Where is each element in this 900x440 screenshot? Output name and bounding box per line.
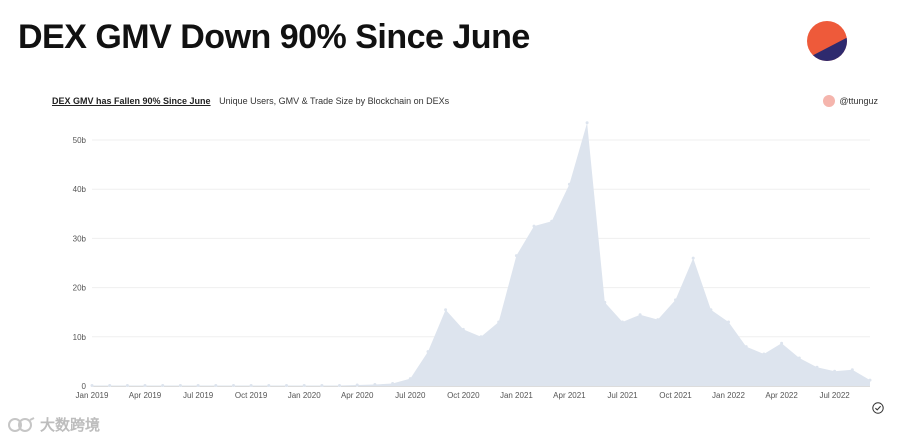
author-handle: @ttunguz xyxy=(839,96,878,106)
data-point[interactable] xyxy=(762,352,766,356)
data-point[interactable] xyxy=(196,384,200,387)
data-point[interactable] xyxy=(302,384,306,387)
author-tag: @ttunguz xyxy=(823,95,878,107)
data-point[interactable] xyxy=(780,341,784,345)
data-point[interactable] xyxy=(285,384,288,387)
data-point[interactable] xyxy=(709,308,713,312)
data-point[interactable] xyxy=(320,384,324,387)
data-point[interactable] xyxy=(143,384,147,387)
x-tick-label: Oct 2021 xyxy=(659,391,692,400)
x-tick-label: Jan 2021 xyxy=(500,391,533,400)
data-point[interactable] xyxy=(444,308,448,312)
data-point[interactable] xyxy=(674,298,677,302)
x-tick-label: Jan 2022 xyxy=(712,391,745,400)
x-tick-label: Jan 2019 xyxy=(76,391,109,400)
data-point[interactable] xyxy=(178,384,182,387)
data-point[interactable] xyxy=(833,369,837,373)
data-point[interactable] xyxy=(408,377,412,381)
data-point[interactable] xyxy=(249,384,253,387)
data-point[interactable] xyxy=(532,224,536,228)
data-point[interactable] xyxy=(161,384,165,387)
data-point[interactable] xyxy=(691,256,695,260)
watermark-text: 大数跨境 xyxy=(40,416,101,434)
x-axis: Jan 2019 Apr 2019 Jul 2019 Oct 2019 Jan 2020… xyxy=(76,391,851,400)
data-point[interactable] xyxy=(214,384,218,387)
data-point[interactable] xyxy=(373,383,377,386)
chart-subtitle: Unique Users, GMV & Trade Size by Blockc… xyxy=(219,96,450,106)
data-point[interactable] xyxy=(461,327,465,331)
data-point[interactable] xyxy=(338,384,341,387)
data-point[interactable] xyxy=(815,365,819,369)
y-tick-label: 10b xyxy=(73,333,87,342)
data-point[interactable] xyxy=(797,356,801,360)
x-tick-label: Jul 2022 xyxy=(819,391,850,400)
data-point[interactable] xyxy=(232,384,235,387)
gmv-area-series[interactable] xyxy=(92,122,870,387)
data-point[interactable] xyxy=(108,384,112,387)
data-point[interactable] xyxy=(125,384,129,387)
x-tick-label: Oct 2020 xyxy=(447,391,480,400)
data-point[interactable] xyxy=(479,335,483,339)
data-point[interactable] xyxy=(727,320,730,324)
data-point[interactable] xyxy=(638,313,642,317)
x-tick-label: Jul 2020 xyxy=(395,391,426,400)
data-point[interactable] xyxy=(90,384,94,387)
watermark: 大数跨境 xyxy=(8,414,100,435)
data-point[interactable] xyxy=(426,350,430,354)
data-point[interactable] xyxy=(550,219,554,223)
chart-title[interactable]: DEX GMV has Fallen 90% Since June xyxy=(52,96,211,106)
y-tick-label: 40b xyxy=(73,185,87,194)
data-point[interactable] xyxy=(621,320,624,324)
data-point[interactable] xyxy=(603,300,607,304)
y-tick-label: 20b xyxy=(73,284,87,293)
x-tick-label: Apr 2022 xyxy=(765,391,798,400)
page-title: DEX GMV Down 90% Since June xyxy=(18,18,530,56)
x-tick-label: Jul 2019 xyxy=(183,391,214,400)
data-point[interactable] xyxy=(355,383,359,387)
brand-logo-icon xyxy=(807,21,847,61)
check-circle-icon[interactable] xyxy=(872,402,884,414)
x-tick-label: Apr 2020 xyxy=(341,391,374,400)
data-point[interactable] xyxy=(497,320,501,324)
data-point[interactable] xyxy=(267,384,271,387)
chart-header: DEX GMV has Fallen 90% Since June Unique… xyxy=(52,96,449,106)
x-tick-label: Jul 2021 xyxy=(607,391,638,400)
data-point[interactable] xyxy=(567,182,571,186)
data-point[interactable] xyxy=(656,318,660,322)
data-point[interactable] xyxy=(744,345,748,349)
data-point[interactable] xyxy=(585,121,589,125)
data-point[interactable] xyxy=(514,254,518,258)
area-layer xyxy=(90,121,872,387)
y-tick-label: 30b xyxy=(73,234,87,243)
y-tick-label: 50b xyxy=(73,136,87,145)
author-avatar xyxy=(823,95,836,107)
x-tick-label: Apr 2021 xyxy=(553,391,586,400)
x-tick-label: Apr 2019 xyxy=(129,391,162,400)
data-point[interactable] xyxy=(850,368,854,372)
data-point[interactable] xyxy=(868,378,872,382)
y-axis: 0 10b 20b 30b 40b 50b xyxy=(73,136,87,391)
logo-bottom-half xyxy=(807,36,847,61)
watermark-logo-icon xyxy=(8,416,35,432)
x-tick-label: Oct 2019 xyxy=(235,391,268,400)
x-tick-label: Jan 2020 xyxy=(288,391,321,400)
y-tick-label: 0 xyxy=(82,382,87,391)
data-point[interactable] xyxy=(391,382,395,385)
